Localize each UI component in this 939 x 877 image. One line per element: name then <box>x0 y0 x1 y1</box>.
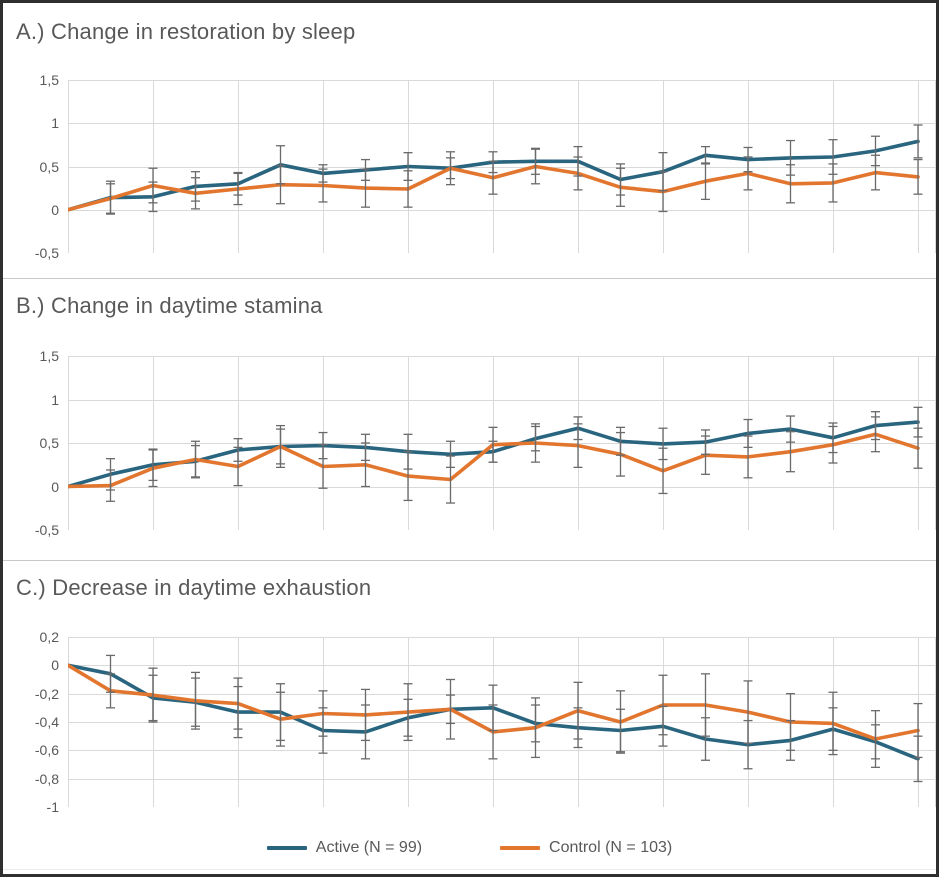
panel-a-plot-area <box>68 80 936 253</box>
y-tick-label: -0,5 <box>34 522 59 538</box>
y-tick-label: 0,2 <box>39 629 59 645</box>
panel-separator <box>3 278 936 279</box>
y-tick-label: 0 <box>51 657 59 674</box>
y-tick-label: 0,5 <box>39 158 59 175</box>
y-tick-label: -0,8 <box>34 770 59 787</box>
control-line-swatch <box>500 846 541 850</box>
panel-a-title: A.) Change in restoration by sleep <box>16 19 356 44</box>
panel-separator <box>3 560 936 561</box>
panel-b-title: B.) Change in daytime stamina <box>16 293 323 318</box>
y-tick-label: -0,4 <box>34 714 59 730</box>
error-bars <box>106 406 923 504</box>
y-tick-label: 0,5 <box>39 435 59 451</box>
y-tick-label: 0 <box>51 478 59 495</box>
panel-c-title: C.) Decrease in daytime exhaustion <box>16 575 372 600</box>
y-tick-label: -1 <box>46 799 59 815</box>
active-line-swatch <box>266 846 307 850</box>
legend: Active (N = 99) Control (N = 103) <box>3 834 936 862</box>
legend-label-active: Active (N = 99) <box>315 839 423 856</box>
y-tick-label: 1,5 <box>39 348 59 364</box>
chart-bottom-edge <box>3 869 936 870</box>
y-tick-label: 0 <box>51 201 59 218</box>
y-tick-label: 1 <box>51 391 59 408</box>
legend-label-control: Control (N = 103) <box>549 839 673 856</box>
gridlines <box>68 80 936 253</box>
panel-b-plot-area <box>68 356 936 530</box>
y-tick-label: -0,5 <box>34 245 59 261</box>
y-tick-label: 1,5 <box>39 72 59 88</box>
y-tick-label: -0,6 <box>34 742 59 759</box>
y-tick-label: -0,2 <box>34 685 59 702</box>
error-bars <box>106 654 923 783</box>
legend-item-control: Control (N = 103) <box>500 839 672 857</box>
error-bars <box>106 124 923 215</box>
legend-item-active: Active (N = 99) <box>266 839 423 857</box>
panel-c-plot-area <box>68 637 936 807</box>
y-tick-label: 1 <box>51 115 59 132</box>
